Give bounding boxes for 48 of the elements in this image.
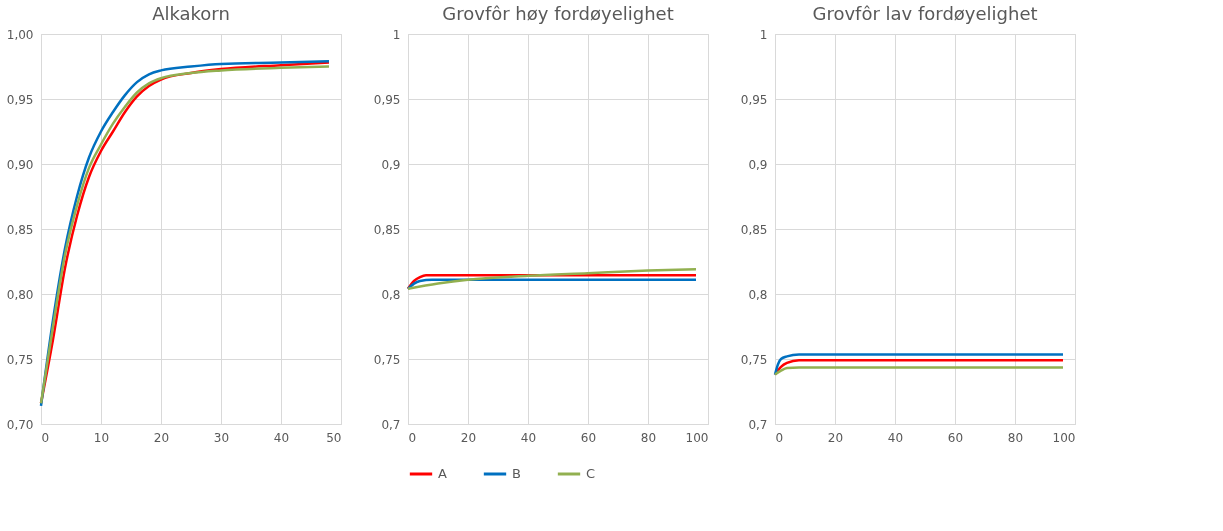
x-tick-label: 10 xyxy=(93,430,110,445)
y-tick-label: 0,85 xyxy=(373,222,401,237)
x-tick-label: 0 xyxy=(41,430,50,445)
y-tick-label: 1,00 xyxy=(6,27,34,42)
legend-label: A xyxy=(438,466,447,481)
line-series xyxy=(773,353,1065,376)
chart-title: Grovfôr høy fordøyelighet xyxy=(442,3,674,24)
y-tick-label: 0,9 xyxy=(748,157,768,172)
x-tick-label: 20 xyxy=(827,430,844,445)
y-tick-label: 0,80 xyxy=(6,287,34,302)
y-tick-label: 0,75 xyxy=(373,352,401,367)
y-tick-label: 0,90 xyxy=(6,157,34,172)
y-tick-label: 0,85 xyxy=(6,222,34,237)
y-tick-label: 0,95 xyxy=(6,92,34,107)
x-tick-label: 80 xyxy=(640,430,657,445)
y-tick-label: 0,70 xyxy=(6,417,34,432)
y-tick-label: 0,9 xyxy=(381,157,401,172)
line-series xyxy=(773,366,1065,376)
y-tick-label: 0,8 xyxy=(381,287,401,302)
chart-title: Grovfôr lav fordøyelighet xyxy=(812,3,1038,24)
x-tick-label: 60 xyxy=(580,430,597,445)
y-tick-label: 0,8 xyxy=(748,287,768,302)
x-tick-label: 20 xyxy=(460,430,477,445)
legend-label: B xyxy=(512,466,521,481)
x-tick-label: 60 xyxy=(947,430,964,445)
y-tick-label: 0,7 xyxy=(381,417,401,432)
x-tick-label: 40 xyxy=(273,430,290,445)
y-tick-label: 1 xyxy=(759,27,768,42)
x-tick-label: 100 xyxy=(685,430,709,445)
chart-title: Alkakorn xyxy=(152,3,230,24)
x-tick-label: 20 xyxy=(153,430,170,445)
y-tick-label: 0,7 xyxy=(748,417,768,432)
y-tick-label: 0,95 xyxy=(373,92,401,107)
x-tick-label: 80 xyxy=(1007,430,1024,445)
y-tick-label: 0,95 xyxy=(740,92,768,107)
x-tick-label: 0 xyxy=(775,430,784,445)
x-tick-label: 0 xyxy=(408,430,417,445)
x-tick-label: 30 xyxy=(213,430,230,445)
y-tick-label: 0,75 xyxy=(740,352,768,367)
x-tick-label: 40 xyxy=(887,430,904,445)
line-series xyxy=(406,268,698,291)
y-tick-label: 0,75 xyxy=(6,352,34,367)
x-tick-label: 40 xyxy=(520,430,537,445)
legend-label: C xyxy=(586,466,596,481)
x-tick-label: 50 xyxy=(326,430,342,445)
y-tick-label: 1 xyxy=(392,27,401,42)
y-tick-label: 0,85 xyxy=(740,222,768,237)
x-tick-label: 100 xyxy=(1052,430,1076,445)
